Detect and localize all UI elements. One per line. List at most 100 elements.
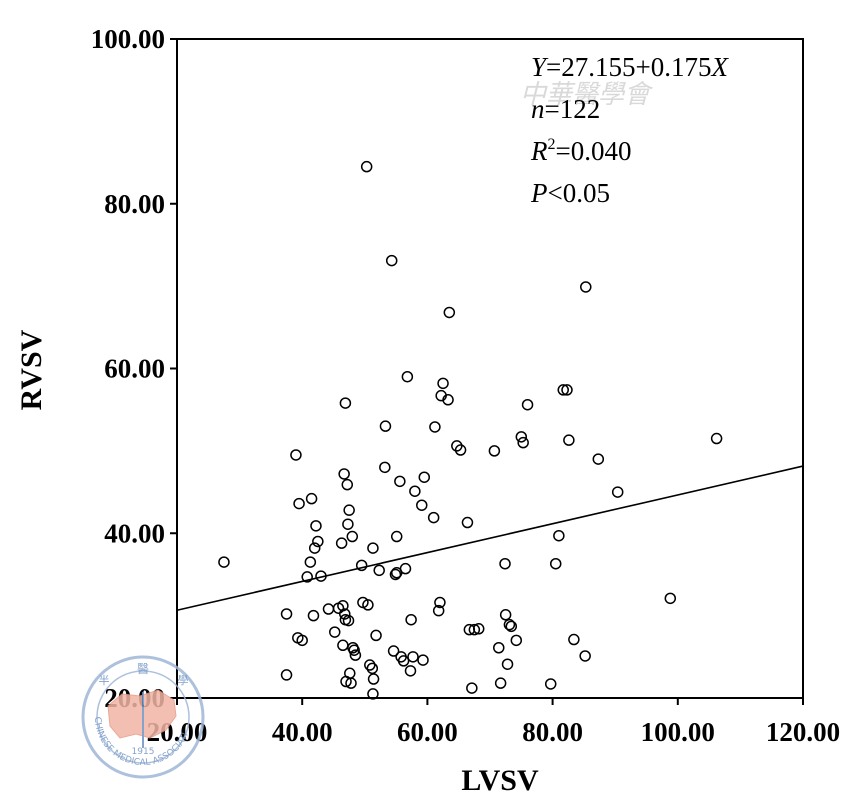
data-point bbox=[544, 678, 557, 690]
data-point bbox=[549, 557, 562, 570]
data-point bbox=[280, 669, 293, 681]
data-point bbox=[367, 542, 379, 554]
data-point bbox=[580, 281, 592, 293]
data-point bbox=[337, 639, 349, 652]
data-point bbox=[301, 571, 313, 583]
data-point bbox=[405, 613, 417, 626]
data-point bbox=[389, 568, 402, 581]
data-point bbox=[521, 398, 534, 411]
data-point bbox=[394, 475, 406, 488]
data-point bbox=[515, 431, 528, 443]
data-point bbox=[385, 254, 398, 267]
logo-right-glyph: 學 bbox=[178, 674, 189, 687]
data-point bbox=[305, 492, 318, 505]
data-point bbox=[367, 673, 380, 685]
logo-left-glyph: 半 bbox=[99, 673, 110, 687]
data-point bbox=[296, 634, 308, 647]
y-tick-label: 80.00 bbox=[104, 189, 165, 219]
y-tick-label: 100.00 bbox=[91, 24, 165, 54]
data-point bbox=[346, 530, 359, 543]
data-point bbox=[454, 444, 467, 456]
data-point bbox=[342, 614, 355, 627]
data-point bbox=[366, 662, 379, 675]
data-point bbox=[434, 596, 446, 609]
data-point bbox=[499, 609, 512, 621]
stats-annotation: Y=27.155+0.175X n=122 R2=0.040 P<0.05 bbox=[530, 52, 730, 208]
data-point bbox=[362, 599, 374, 611]
data-point bbox=[390, 530, 403, 543]
data-point bbox=[349, 649, 362, 661]
y-tick-label: 60.00 bbox=[104, 354, 165, 384]
data-point bbox=[401, 370, 414, 383]
data-point bbox=[416, 499, 428, 511]
data-point bbox=[561, 384, 573, 396]
data-point bbox=[364, 659, 376, 671]
data-point bbox=[322, 603, 335, 615]
data-point bbox=[443, 306, 456, 319]
data-point bbox=[337, 599, 349, 612]
data-point bbox=[342, 518, 354, 530]
data-point bbox=[592, 453, 605, 465]
data-point bbox=[563, 434, 575, 446]
data-point bbox=[710, 432, 723, 445]
data-point bbox=[553, 529, 565, 542]
data-point bbox=[517, 436, 529, 449]
data-point bbox=[399, 562, 412, 575]
data-point bbox=[505, 620, 518, 633]
data-point bbox=[427, 511, 440, 524]
data-point bbox=[293, 497, 305, 510]
data-point bbox=[468, 623, 481, 636]
data-point bbox=[308, 542, 321, 554]
data-point bbox=[379, 461, 391, 474]
data-point bbox=[499, 557, 511, 570]
data-point bbox=[493, 642, 505, 654]
r-squared: R2=0.040 bbox=[530, 136, 631, 166]
x-axis-title: LVSV bbox=[461, 764, 539, 797]
data-point bbox=[335, 537, 348, 549]
data-point bbox=[397, 655, 410, 667]
data-point bbox=[442, 394, 454, 406]
data-point bbox=[290, 449, 302, 461]
plot-frame bbox=[176, 38, 804, 699]
p-value: P<0.05 bbox=[530, 178, 610, 208]
data-point bbox=[345, 677, 357, 689]
regression-line bbox=[176, 465, 804, 612]
data-point bbox=[373, 564, 385, 577]
data-point bbox=[437, 377, 449, 390]
x-tick-label: 120.00 bbox=[766, 717, 840, 747]
data-point bbox=[339, 397, 352, 409]
data-point bbox=[329, 626, 341, 638]
data-point bbox=[344, 667, 356, 680]
x-tick-label: 60.00 bbox=[397, 717, 458, 747]
data-point bbox=[432, 604, 445, 617]
data-point bbox=[472, 623, 485, 635]
regression-equation: Y=27.155+0.175X bbox=[531, 52, 730, 82]
data-point bbox=[355, 559, 368, 572]
y-axis-title: RVSV bbox=[15, 329, 48, 410]
data-point bbox=[387, 645, 400, 657]
data-point bbox=[343, 504, 355, 516]
data-point bbox=[461, 516, 474, 529]
data-point bbox=[307, 609, 320, 622]
watermark-text: 中華醫學會 bbox=[520, 80, 654, 110]
data-point bbox=[503, 618, 516, 631]
logo-top-glyph: 醫 bbox=[137, 662, 149, 676]
data-point bbox=[568, 633, 580, 646]
data-point bbox=[407, 651, 419, 663]
scatter-points bbox=[218, 160, 723, 700]
x-tick-label: 80.00 bbox=[522, 717, 583, 747]
data-point bbox=[304, 556, 317, 568]
data-point bbox=[418, 471, 431, 483]
data-point bbox=[510, 634, 523, 647]
data-point bbox=[310, 520, 322, 532]
data-point bbox=[579, 650, 591, 662]
data-point bbox=[338, 468, 350, 480]
data-point bbox=[664, 592, 677, 605]
x-tick-label: 40.00 bbox=[272, 717, 333, 747]
data-point bbox=[488, 445, 501, 457]
data-point bbox=[312, 535, 324, 548]
sample-size: n=122 bbox=[531, 94, 600, 124]
data-point bbox=[280, 608, 293, 620]
data-point bbox=[501, 658, 514, 670]
